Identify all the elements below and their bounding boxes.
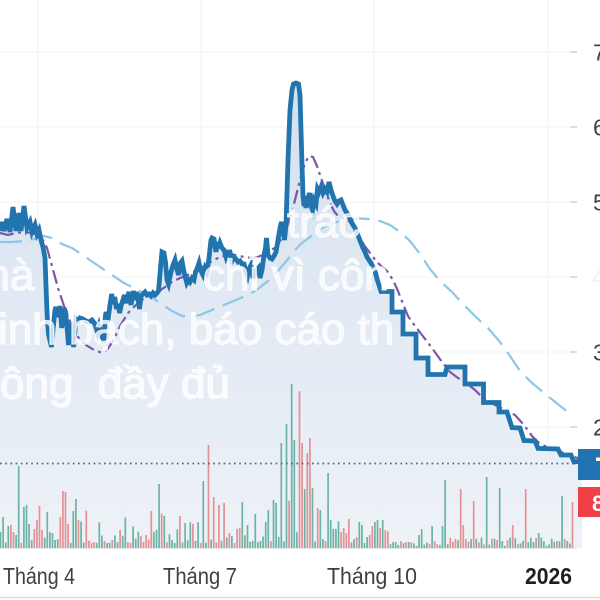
svg-text:2026: 2026	[525, 563, 572, 589]
svg-text:4: 4	[592, 265, 600, 291]
svg-text:Tháng 10: Tháng 10	[327, 563, 417, 589]
svg-text:Tháng 7: Tháng 7	[163, 563, 237, 589]
svg-text:5: 5	[593, 190, 600, 216]
svg-text:Tháng 4: Tháng 4	[3, 563, 75, 589]
svg-text:7: 7	[593, 40, 600, 66]
svg-text:nhà: nhà	[0, 251, 35, 300]
svg-text:8: 8	[592, 491, 600, 516]
svg-text:trác: trác	[287, 198, 360, 247]
svg-text:inh bạch, báo cáo th: inh bạch, báo cáo th	[0, 305, 394, 354]
svg-text:chỉ vì côn: chỉ vì côn	[203, 251, 389, 300]
svg-text:ông đầy đủ: ông đầy đủ	[0, 359, 230, 408]
svg-text:3: 3	[593, 340, 600, 366]
svg-text:2: 2	[593, 415, 600, 441]
svg-text:6: 6	[593, 115, 600, 141]
